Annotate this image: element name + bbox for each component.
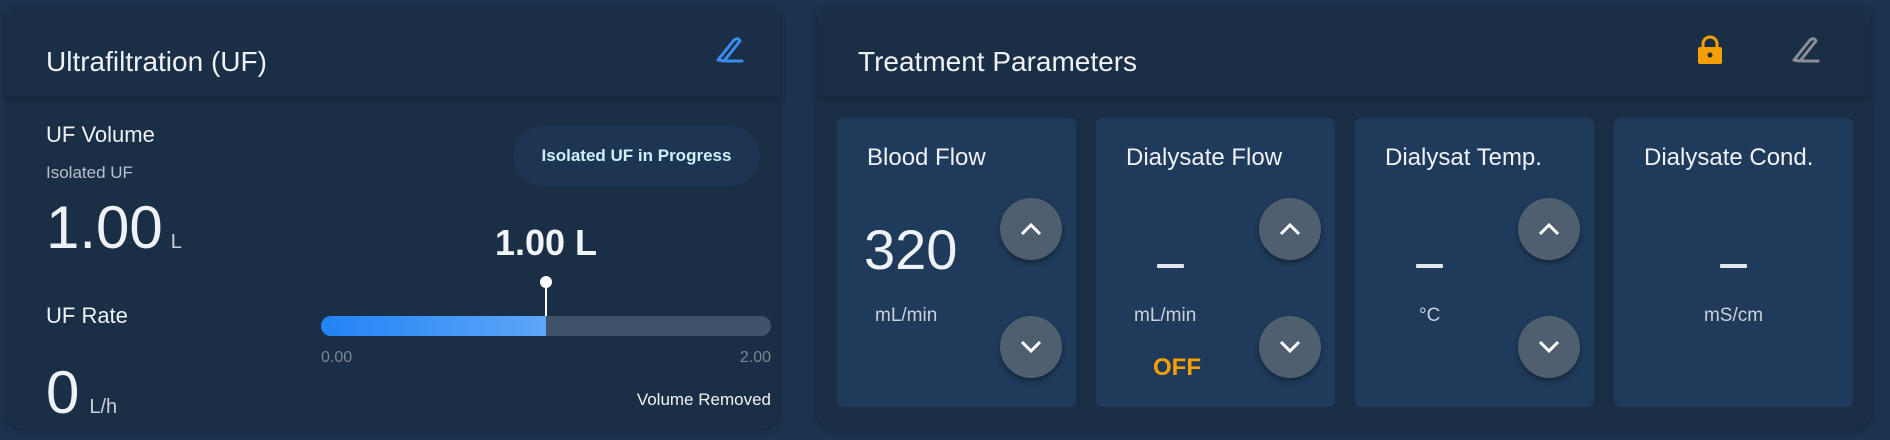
- chevron-up-icon: [1279, 222, 1301, 236]
- uf-rate-unit: L/h: [89, 396, 118, 418]
- card-title: Dialysate Cond.: [1644, 144, 1814, 171]
- panel-header: Ultrafiltration (UF): [5, 8, 780, 97]
- uf-rate-readout: 0 L/h: [46, 363, 117, 423]
- card-title: Dialysate Flow: [1126, 144, 1283, 171]
- status-off: OFF: [1153, 354, 1201, 381]
- chevron-down-icon: [1279, 340, 1301, 354]
- card-unit: mL/min: [1134, 305, 1197, 326]
- card-blood-flow: Blood Flow 320 mL/min: [837, 118, 1076, 407]
- card-dialysate-temp: Dialysat Temp. °C: [1355, 118, 1594, 407]
- chevron-up-icon: [1538, 222, 1560, 236]
- chevron-up-icon: [1020, 222, 1042, 236]
- uf-volume-unit: L: [170, 231, 182, 253]
- decrease-button[interactable]: [1518, 316, 1580, 378]
- card-unit: mS/cm: [1703, 305, 1764, 326]
- uf-volume-mode: Isolated UF: [46, 163, 133, 182]
- status-badge: Isolated UF in Progress: [513, 126, 760, 186]
- progress-max-label: 2.00: [739, 349, 771, 366]
- uf-rate-label: UF Rate: [46, 303, 128, 328]
- progress-caption: Volume Removed: [636, 390, 771, 409]
- progress-value-label: 1.00 L: [494, 222, 598, 263]
- card-unit: °C: [1419, 305, 1441, 326]
- volume-removed-progress-bar: [321, 316, 771, 336]
- increase-button[interactable]: [1259, 198, 1321, 260]
- card-dialysate-flow: Dialysate Flow mL/min OFF: [1096, 118, 1335, 407]
- decrease-button[interactable]: [1259, 316, 1321, 378]
- progress-min-label: 0.00: [321, 349, 353, 366]
- increase-button[interactable]: [1518, 198, 1580, 260]
- card-value-empty: [1416, 264, 1443, 268]
- chevron-down-icon: [1020, 340, 1042, 354]
- card-dialysate-cond: Dialysate Cond. mS/cm: [1614, 118, 1853, 407]
- chevron-down-icon: [1538, 340, 1560, 354]
- card-value: 320: [864, 218, 958, 281]
- decrease-button[interactable]: [1000, 316, 1062, 378]
- pencil-icon[interactable]: [1790, 36, 1820, 64]
- pencil-icon[interactable]: [714, 36, 744, 64]
- panel-header: Treatment Parameters: [817, 8, 1871, 97]
- uf-volume-label: UF Volume: [46, 122, 155, 147]
- progress-marker: [540, 276, 552, 336]
- card-unit: mL/min: [875, 305, 938, 326]
- card-value-empty: [1157, 264, 1184, 268]
- increase-button[interactable]: [1000, 198, 1062, 260]
- lock-icon[interactable]: [1697, 35, 1723, 65]
- uf-volume-readout: 1.00 L: [46, 198, 182, 258]
- card-value-empty: [1720, 264, 1747, 268]
- panel-title: Ultrafiltration (UF): [46, 46, 267, 77]
- progress-fill: [321, 316, 546, 336]
- uf-rate-value: 0: [46, 359, 80, 426]
- panel-title: Treatment Parameters: [858, 46, 1138, 77]
- uf-volume-value: 1.00: [46, 194, 163, 261]
- card-title: Blood Flow: [867, 144, 986, 171]
- ultrafiltration-panel: Ultrafiltration (UF) UF Volume Isolated …: [5, 8, 780, 428]
- card-title: Dialysat Temp.: [1385, 144, 1542, 171]
